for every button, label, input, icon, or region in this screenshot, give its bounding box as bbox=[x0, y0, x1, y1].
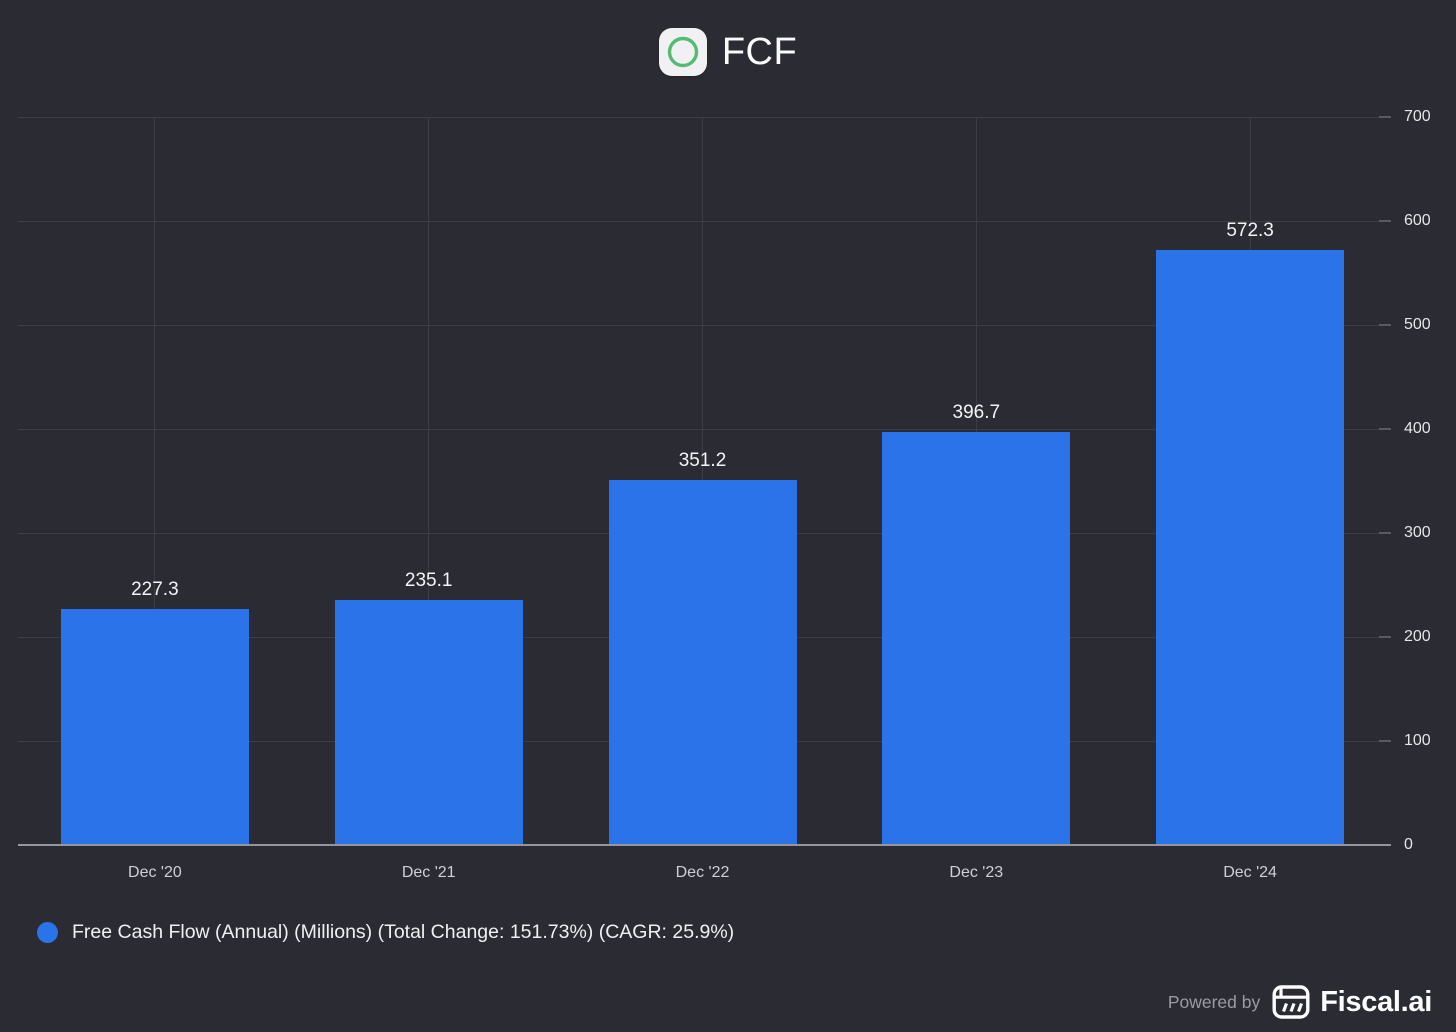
green-circle-icon bbox=[667, 36, 699, 68]
bar[interactable] bbox=[334, 600, 523, 845]
company-logo bbox=[658, 28, 707, 76]
footer-attribution[interactable]: Powered by Fiscal.ai bbox=[1168, 984, 1432, 1020]
y-axis-tick bbox=[1379, 116, 1391, 118]
y-axis-tick-label: 700 bbox=[1404, 108, 1431, 125]
bar-value-label: 572.3 bbox=[1226, 219, 1274, 241]
horizontal-gridline bbox=[18, 324, 1387, 326]
y-axis-tick bbox=[1379, 532, 1391, 534]
bar[interactable] bbox=[1156, 249, 1345, 845]
bar-value-label: 351.2 bbox=[678, 449, 727, 471]
powered-by-text: Powered by bbox=[1167, 991, 1261, 1012]
y-axis-tick-label: 600 bbox=[1404, 212, 1431, 229]
y-axis-tick-label: 100 bbox=[1404, 732, 1431, 749]
legend[interactable]: Free Cash Flow (Annual) (Millions) (Tota… bbox=[37, 921, 734, 944]
bar-value-label: 396.7 bbox=[952, 402, 1001, 424]
bar[interactable] bbox=[608, 479, 797, 845]
x-axis-tick-label: Dec '21 bbox=[401, 864, 456, 881]
x-axis-tick-label: Dec '23 bbox=[949, 864, 1004, 881]
chart-header: FCF bbox=[0, 28, 1456, 76]
legend-label: Free Cash Flow (Annual) (Millions) (Tota… bbox=[72, 921, 735, 943]
y-axis-tick-label: 300 bbox=[1404, 524, 1431, 541]
bar-value-label: 235.1 bbox=[404, 570, 453, 592]
y-axis-tick bbox=[1379, 636, 1391, 638]
y-axis-tick bbox=[1379, 324, 1391, 326]
x-axis-tick-label: Dec '20 bbox=[128, 864, 182, 881]
horizontal-gridline bbox=[18, 116, 1387, 118]
brand-name: Fiscal.ai bbox=[1320, 985, 1432, 1018]
y-axis-tick-label: 200 bbox=[1404, 628, 1431, 645]
y-axis-tick-label: 400 bbox=[1404, 420, 1431, 437]
fiscal-ai-logo-icon bbox=[1272, 985, 1310, 1019]
bar[interactable] bbox=[882, 432, 1071, 845]
bar-value-label: 227.3 bbox=[131, 578, 179, 600]
y-axis-tick bbox=[1379, 220, 1391, 222]
legend-marker-icon bbox=[37, 922, 58, 943]
x-axis-tick-label: Dec '24 bbox=[1223, 864, 1277, 881]
vertical-gridline bbox=[154, 117, 156, 845]
y-axis-tick bbox=[1379, 428, 1391, 430]
chart-title: FCF bbox=[721, 30, 798, 73]
horizontal-gridline bbox=[18, 220, 1387, 222]
vertical-gridline bbox=[428, 117, 430, 845]
horizontal-gridline bbox=[18, 428, 1387, 430]
y-axis-tick bbox=[1379, 740, 1391, 742]
y-axis-tick-label: 0 bbox=[1404, 836, 1413, 853]
y-axis-tick-label: 500 bbox=[1404, 316, 1431, 333]
bar[interactable] bbox=[60, 608, 249, 845]
x-axis-tick-label: Dec '22 bbox=[675, 864, 730, 881]
x-axis-line bbox=[18, 844, 1391, 846]
